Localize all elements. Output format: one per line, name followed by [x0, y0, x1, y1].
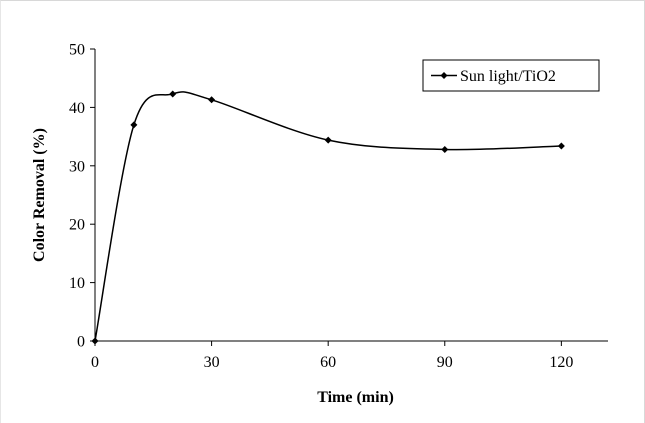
legend-marker-diamond	[440, 72, 448, 79]
x-tick-label: 0	[91, 354, 99, 371]
y-tick-label: 40	[69, 100, 85, 117]
data-point	[208, 96, 216, 104]
data-point	[169, 90, 177, 98]
y-tick-label: 10	[69, 275, 85, 292]
x-tick-label: 30	[204, 354, 220, 371]
x-tick-label: 60	[320, 354, 336, 371]
y-tick-label: 0	[77, 334, 85, 351]
data-point	[441, 145, 449, 153]
data-point	[324, 136, 332, 144]
x-ticks: 0 30 60 90 120	[91, 341, 573, 371]
y-tick-label: 20	[69, 217, 85, 234]
legend-label: Sun light/TiO2	[460, 68, 556, 85]
y-tick-label: 30	[69, 158, 85, 175]
x-tick-label: 120	[549, 354, 573, 371]
series-line	[94, 91, 562, 342]
y-axis-title: Color Removal (%)	[31, 128, 48, 262]
x-axis-title: Time (min)	[317, 389, 394, 406]
series-layer	[91, 90, 565, 345]
legend: Sun light/TiO2	[422, 59, 600, 92]
axes	[94, 49, 608, 342]
x-tick-label: 90	[437, 354, 453, 371]
y-tick-label: 50	[69, 42, 85, 59]
data-point	[91, 337, 99, 345]
data-point	[557, 142, 565, 150]
data-point	[130, 121, 138, 129]
y-ticks: 0 10 20 30 40 50	[69, 42, 95, 351]
